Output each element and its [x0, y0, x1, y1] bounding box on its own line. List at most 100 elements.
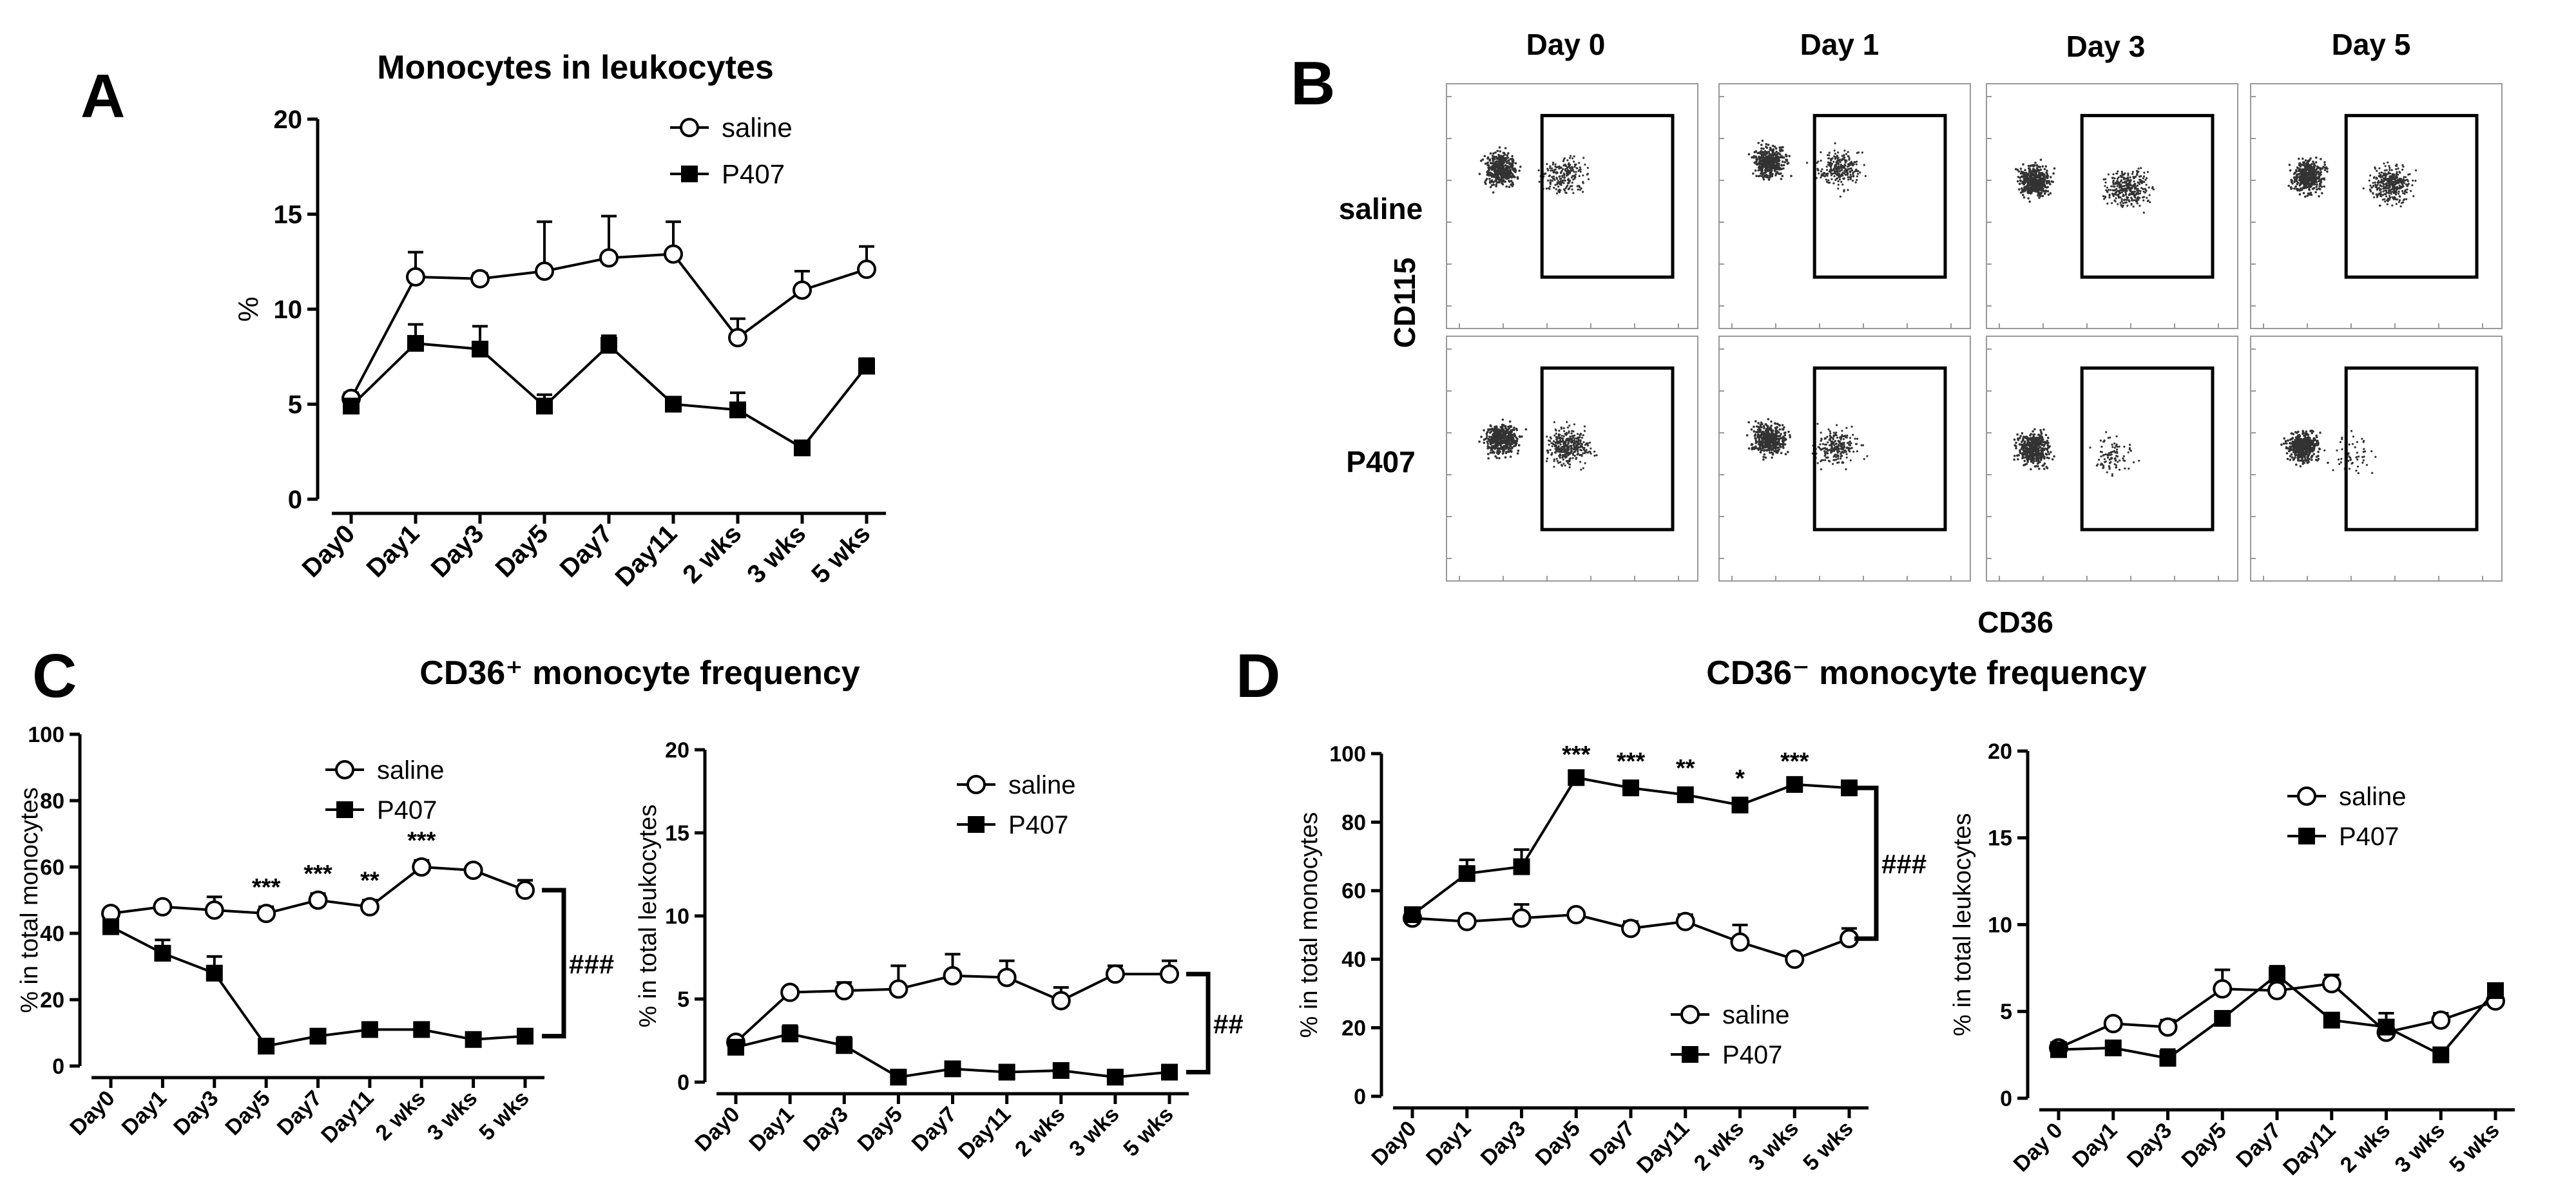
event-dot: [1781, 424, 1784, 426]
event-dot: [1861, 444, 1865, 446]
event-dot: [1833, 175, 1836, 178]
event-dot: [1841, 157, 1844, 160]
event-dot: [2311, 183, 2314, 186]
event-dot: [1843, 441, 1845, 444]
event-dot: [2362, 187, 2365, 190]
event-dot: [1852, 433, 1854, 436]
event-dot: [1494, 432, 1497, 434]
event-dot: [2326, 170, 2329, 173]
event-dot: [2389, 167, 2391, 169]
event-dot: [2296, 181, 2300, 184]
event-dot: [2139, 204, 2141, 207]
event-dot: [1575, 171, 1577, 173]
event-dot: [2307, 179, 2310, 182]
event-dot: [1763, 162, 1766, 166]
event-dot: [2304, 159, 2307, 162]
event-dot: [2022, 163, 2024, 166]
event-dot: [1565, 192, 1568, 195]
event-dot: [1508, 162, 1511, 166]
event-dot: [2120, 189, 2123, 192]
event-dot: [1835, 434, 1838, 437]
event-dot: [1570, 167, 1572, 169]
event-dot: [1778, 448, 1780, 451]
event-dot: [1767, 446, 1770, 449]
y-tick-label: 15: [274, 201, 303, 229]
plot-frame: [1986, 83, 2238, 329]
event-dot: [1787, 430, 1790, 433]
significance-marker: ***: [303, 861, 332, 888]
event-dot: [2383, 162, 2385, 165]
event-dot: [1840, 452, 1843, 454]
data-point: [309, 1027, 327, 1045]
data-point: [1160, 964, 1179, 984]
event-dot: [1849, 437, 1851, 439]
event-dot: [2128, 200, 2131, 202]
event-dot: [2391, 204, 2394, 207]
event-dot: [2053, 455, 2055, 458]
event-dot: [1551, 167, 1553, 170]
event-dot: [1584, 450, 1586, 453]
data-point: [780, 982, 800, 1002]
event-dot: [2046, 169, 2048, 172]
event-dot: [1546, 179, 1550, 182]
event-dot: [2137, 191, 2139, 194]
event-dot: [2033, 182, 2036, 186]
event-dot: [2315, 173, 2318, 176]
event-dot: [2045, 171, 2048, 174]
event-dot: [1773, 152, 1776, 155]
event-dot: [2411, 184, 2414, 187]
event-dot: [2049, 192, 2052, 195]
event-dot: [1760, 144, 1763, 146]
event-dot: [1773, 160, 1776, 163]
event-dot: [2142, 190, 2145, 193]
event-dot: [2402, 178, 2405, 180]
event-dot: [1780, 164, 1783, 167]
event-dot: [1852, 173, 1854, 175]
event-dot: [1572, 457, 1574, 459]
event-dot: [2302, 157, 2304, 160]
event-dot: [1837, 454, 1840, 457]
data-point: [1512, 908, 1532, 928]
event-dot: [1769, 155, 1771, 157]
event-dot: [1495, 171, 1497, 173]
event-dot: [1768, 439, 1771, 442]
data-point: [472, 340, 488, 357]
event-dot: [1840, 164, 1843, 167]
event-dots: [2013, 428, 2140, 477]
event-dot: [1768, 153, 1771, 155]
plot-frame: [1718, 336, 1971, 582]
event-dot: [1757, 169, 1760, 172]
event-dot: [1556, 441, 1559, 444]
event-dot: [1771, 439, 1774, 443]
event-dot: [1771, 151, 1774, 153]
flow-plot-saline-0: [1446, 83, 1698, 329]
event-dot: [1568, 440, 1570, 443]
event-dot: [1765, 441, 1769, 443]
event-dot: [1561, 176, 1564, 178]
event-dot: [1478, 173, 1481, 175]
event-dot: [2320, 186, 2323, 188]
event-dot: [1501, 439, 1503, 443]
event-dot: [1513, 434, 1516, 437]
event-dot: [1762, 158, 1764, 161]
event-dot: [1834, 157, 1836, 160]
event-dot: [1852, 179, 1854, 182]
event-dot: [1563, 446, 1566, 449]
event-dot: [2110, 185, 2113, 187]
event-dot: [2392, 191, 2395, 195]
event-dot: [1841, 155, 1843, 157]
event-dot: [2024, 175, 2027, 178]
data-point: [889, 979, 908, 999]
event-dot: [2389, 195, 2391, 197]
data-point: [102, 918, 119, 935]
data-point: [2487, 982, 2504, 999]
event-dot: [2040, 432, 2043, 435]
event-dot: [1559, 443, 1562, 446]
event-dot: [1829, 439, 1832, 442]
event-dot: [2396, 181, 2398, 184]
event-dot: [1839, 158, 1841, 161]
data-point: [1785, 949, 1805, 969]
event-dot: [1852, 171, 1855, 173]
event-dot: [1825, 437, 1827, 440]
